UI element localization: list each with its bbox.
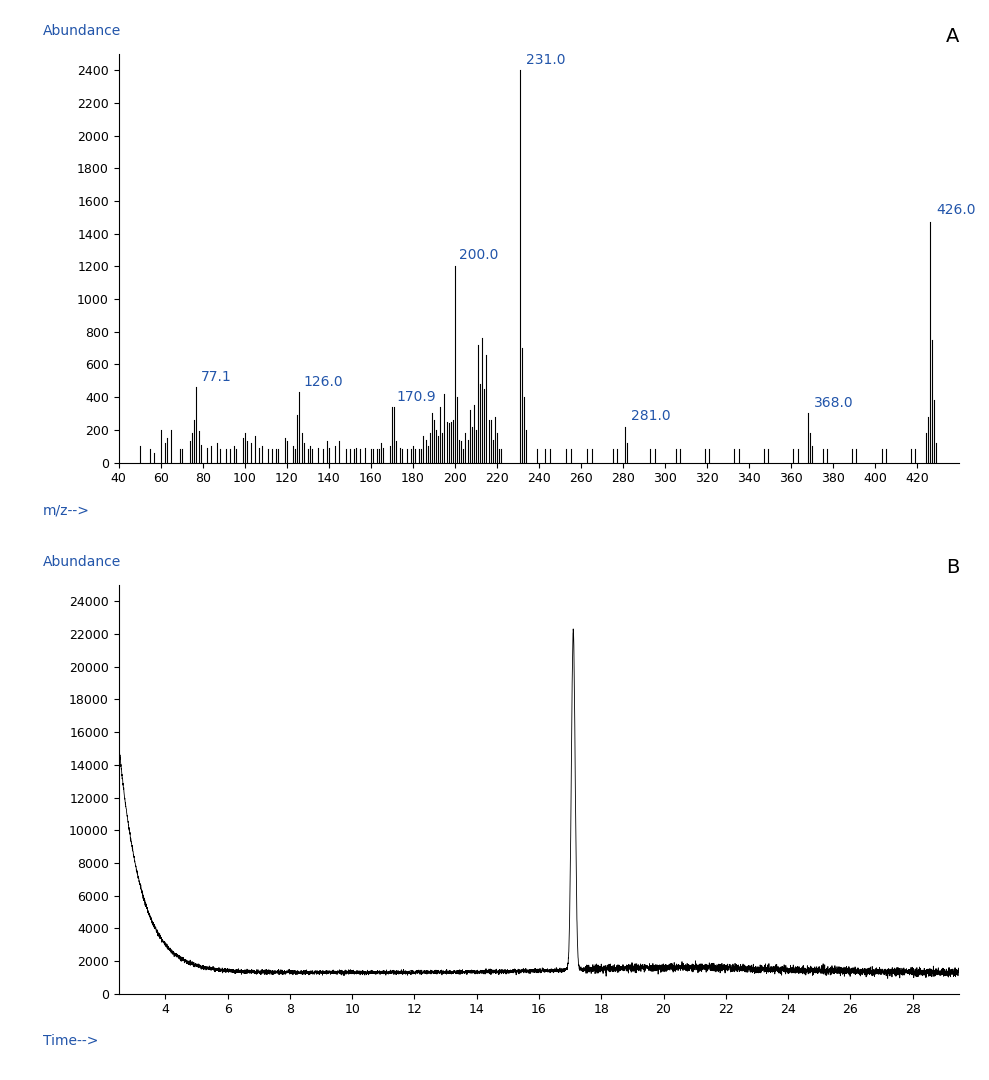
Text: 281.0: 281.0: [632, 409, 672, 423]
Text: 426.0: 426.0: [937, 203, 976, 217]
Text: 77.1: 77.1: [201, 370, 231, 384]
Text: Time-->: Time-->: [44, 1035, 98, 1049]
Text: B: B: [945, 558, 959, 577]
Text: 231.0: 231.0: [526, 53, 566, 67]
Text: Abundance: Abundance: [44, 555, 122, 569]
Text: 126.0: 126.0: [304, 375, 343, 389]
Text: A: A: [945, 27, 959, 45]
Text: 368.0: 368.0: [814, 396, 854, 410]
Text: 200.0: 200.0: [459, 247, 498, 261]
Text: Abundance: Abundance: [44, 24, 122, 38]
Text: 170.9: 170.9: [396, 390, 436, 404]
Text: m/z-->: m/z-->: [44, 503, 90, 517]
